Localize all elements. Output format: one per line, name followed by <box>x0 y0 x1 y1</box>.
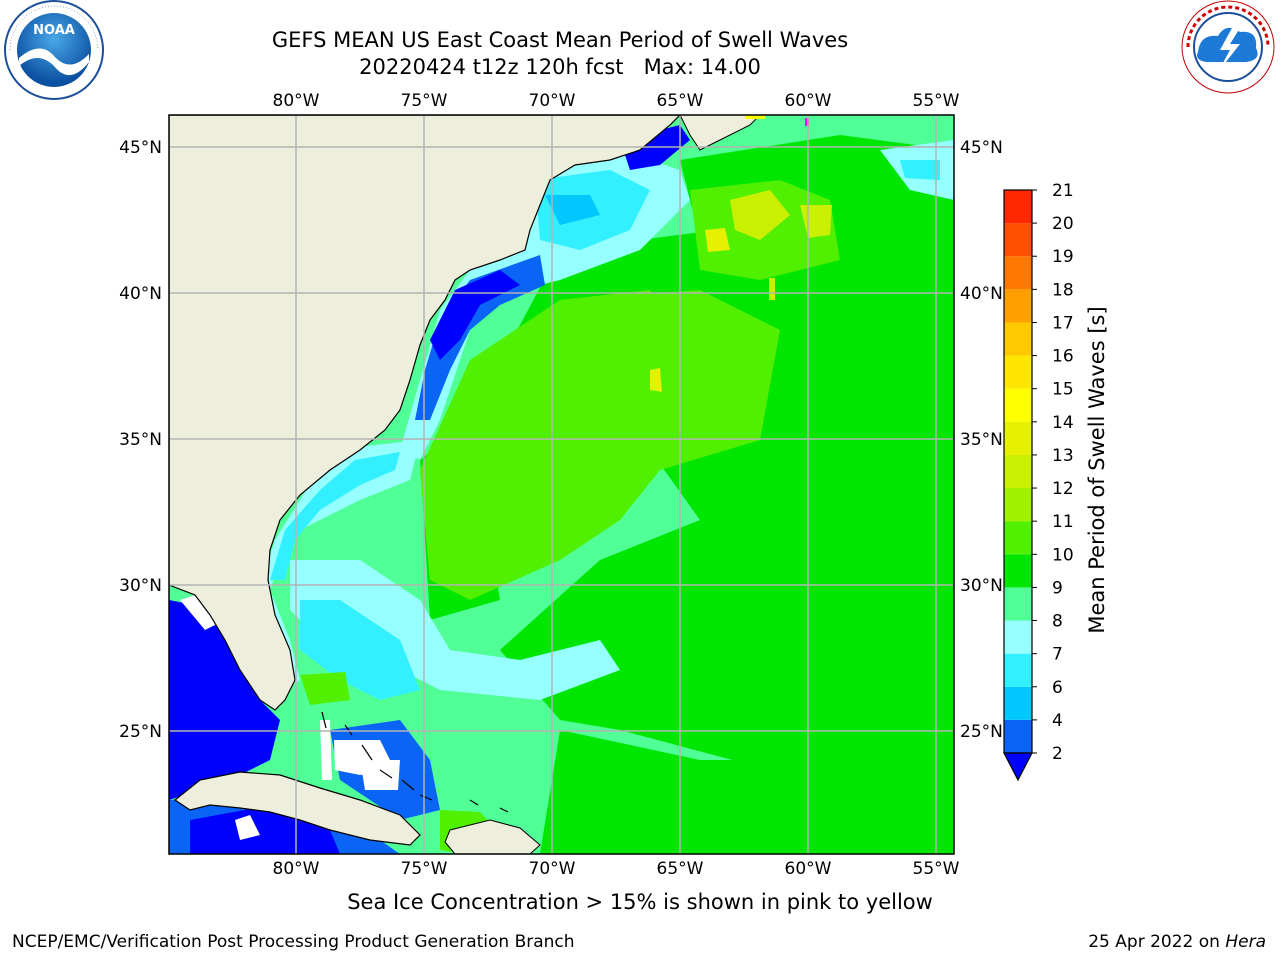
colorbar-segment <box>1004 355 1032 389</box>
footer-date: 25 Apr 2022 on Hera <box>1088 932 1266 952</box>
colorbar-segment <box>1004 190 1032 224</box>
colorbar-frame <box>1003 189 1033 754</box>
lat-label-left: 25°N <box>119 722 162 742</box>
sea-ice-marker <box>805 118 809 126</box>
colorbar-segment <box>1004 653 1032 687</box>
colorbar-tick-label: 4 <box>1052 711 1063 731</box>
lat-label-left: 45°N <box>119 138 162 158</box>
colorbar-segment <box>1004 454 1032 489</box>
colorbar-tick-label: 2 <box>1052 744 1063 764</box>
latitude-labels-left: 45°N 40°N 35°N 30°N 25°N <box>119 138 162 742</box>
lat-label-right: 30°N <box>960 576 1003 596</box>
colorbar-segment <box>1004 289 1032 323</box>
colorbar-tick-label: 11 <box>1052 512 1074 532</box>
chart-subtitle-forecast: 20220424 t12z 120h fcst Max: 14.00 <box>359 55 761 79</box>
colorbar-segment <box>1004 223 1032 257</box>
noaa-logo: NOAA <box>4 0 104 100</box>
lat-label-right: 25°N <box>960 722 1003 742</box>
colorbar-segment <box>1004 256 1032 290</box>
noaa-logo-text: NOAA <box>33 23 75 38</box>
lon-label-bottom: 80°W <box>273 859 320 879</box>
lat-label-left: 35°N <box>119 430 162 450</box>
colorbar-tick-label: 15 <box>1052 380 1074 400</box>
lon-label-bottom: 60°W <box>785 859 832 879</box>
gridlines <box>169 115 954 854</box>
colorbar-tick-label: 19 <box>1052 247 1074 267</box>
colorbar-tick-label: 10 <box>1052 545 1074 565</box>
longitude-labels-top: 80°W 75°W 70°W 65°W 60°W 55°W <box>273 91 960 111</box>
colorbar-tick-label: 8 <box>1052 612 1063 632</box>
lon-label-top: 60°W <box>785 91 832 111</box>
sea-ice-note: Sea Ice Concentration > 15% is shown in … <box>347 890 933 914</box>
chart-title: GEFS MEAN US East Coast Mean Period of S… <box>271 28 849 52</box>
lon-label-top: 55°W <box>913 91 960 111</box>
bahamas-islands <box>321 711 509 813</box>
colorbar-segment <box>1004 322 1032 356</box>
land-hispaniola <box>444 819 541 854</box>
colorbar-segment <box>1004 554 1032 588</box>
nws-logo <box>1181 0 1275 94</box>
footer-host: Hera <box>1225 932 1266 952</box>
colorbar-tick-label: 12 <box>1052 479 1074 499</box>
colorbar-segment <box>1004 686 1032 720</box>
colorbar-tick-label: 13 <box>1052 446 1074 466</box>
colorbar-segment <box>1004 488 1032 522</box>
colorbar-tick-label: 14 <box>1052 413 1074 433</box>
lon-label-top: 75°W <box>401 91 448 111</box>
colorbar-tick-label: 20 <box>1052 214 1074 234</box>
colorbar-segment <box>1004 388 1032 422</box>
colorbar-segment <box>1004 620 1032 654</box>
lat-label-left: 30°N <box>119 576 162 596</box>
lon-label-bottom: 65°W <box>657 859 704 879</box>
colorbar-segment <box>1004 521 1032 555</box>
map-frame <box>168 114 955 855</box>
colorbar-tick-label: 6 <box>1052 678 1063 698</box>
longitude-labels-bottom: 80°W 75°W 70°W 65°W 60°W 55°W <box>273 859 960 879</box>
lat-label-left: 40°N <box>119 284 162 304</box>
lat-label-right: 35°N <box>960 430 1003 450</box>
latitude-labels-right: 45°N 40°N 35°N 30°N 25°N <box>960 138 1003 742</box>
lon-label-top: 80°W <box>273 91 320 111</box>
colorbar: 2 4 6 7 8 9 10 11 12 13 14 15 16 17 18 19 20 21 <box>1003 181 1074 782</box>
lon-label-bottom: 70°W <box>529 859 576 879</box>
colorbar-under-arrow <box>1003 752 1033 782</box>
colorbar-segment <box>1004 719 1032 753</box>
colorbar-segment <box>1004 421 1032 455</box>
colorbar-tick-label: 9 <box>1052 578 1063 598</box>
colorbar-tick-label: 7 <box>1052 645 1063 665</box>
lon-label-top: 65°W <box>657 91 704 111</box>
lon-label-top: 70°W <box>529 91 576 111</box>
lon-label-bottom: 75°W <box>401 859 448 879</box>
lon-label-bottom: 55°W <box>913 859 960 879</box>
map-plot-area <box>169 115 954 854</box>
colorbar-tick-label: 21 <box>1052 181 1074 201</box>
colorbar-tick-label: 17 <box>1052 313 1074 333</box>
lat-label-right: 40°N <box>960 284 1003 304</box>
colorbar-segment <box>1004 587 1032 621</box>
colorbar-tick-label: 16 <box>1052 347 1074 367</box>
colorbar-tick-label: 18 <box>1052 280 1074 300</box>
lat-label-right: 45°N <box>960 138 1003 158</box>
land-cuba <box>173 771 421 846</box>
footer-credit: NCEP/EMC/Verification Post Processing Pr… <box>12 932 575 952</box>
